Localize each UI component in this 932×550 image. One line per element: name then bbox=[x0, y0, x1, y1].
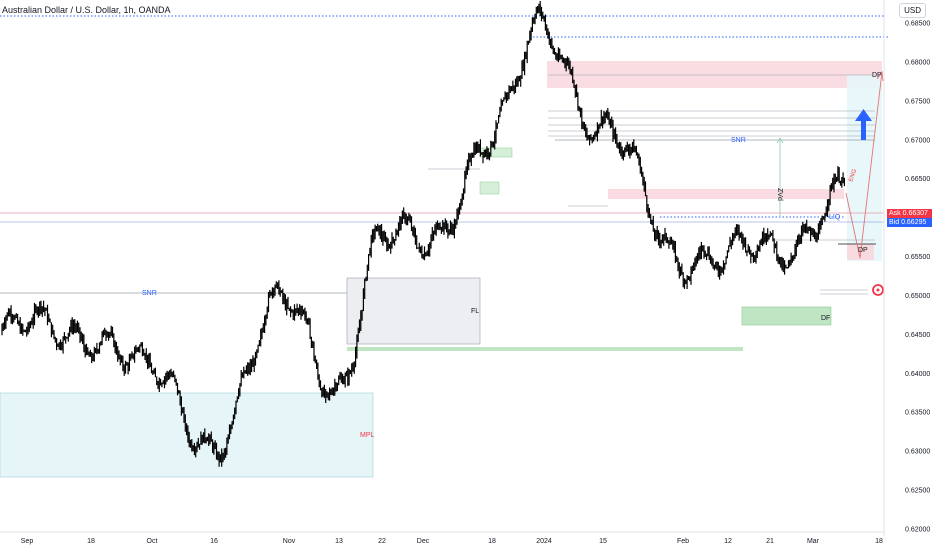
labels-layer: SNR SNR FL MPL DP DP LIQ DF ZVd ENG bbox=[142, 72, 882, 439]
y-tick-label: 0.62000 bbox=[905, 527, 930, 534]
y-tick-label: 0.65000 bbox=[905, 293, 930, 300]
projection-zone bbox=[847, 75, 882, 261]
fl-label: FL bbox=[471, 308, 479, 315]
y-tick-label: 0.64500 bbox=[905, 332, 930, 339]
eng-label: ENG bbox=[848, 168, 858, 183]
x-tick-label: Dec bbox=[417, 538, 430, 545]
x-tick-label: 22 bbox=[378, 538, 386, 545]
chart-title: Australian Dollar / U.S. Dollar, 1h, OAN… bbox=[2, 5, 171, 15]
liq-label: LIQ bbox=[829, 214, 841, 221]
mpl-label: MPL bbox=[360, 432, 375, 439]
price-series-layer bbox=[1, 1, 845, 467]
ask-label: Ask bbox=[889, 210, 901, 217]
x-tick-label: 12 bbox=[724, 538, 732, 545]
x-tick-label: 18 bbox=[875, 538, 883, 545]
demand-line-zone bbox=[347, 347, 743, 351]
y-axis: 0.685000.680000.675000.670000.665000.660… bbox=[883, 0, 930, 536]
x-tick-label: Oct bbox=[147, 538, 158, 545]
df-label: DF bbox=[821, 315, 830, 322]
y-tick-label: 0.64000 bbox=[905, 371, 930, 378]
small-demand-zone-2 bbox=[479, 181, 500, 195]
projection-arrowhead bbox=[876, 70, 884, 82]
bid-price-tag: Bid 0.66295 bbox=[887, 218, 932, 227]
dp-bottom-label: DP bbox=[858, 247, 868, 254]
upper-supply-zone bbox=[547, 61, 882, 88]
x-axis: Sep 18 Oct 16 Nov 13 22 Dec 18 2024 15 Feb 12 21 Mar 18 bbox=[0, 531, 884, 545]
candles-line bbox=[1, 1, 845, 467]
x-tick-label: Mar bbox=[807, 538, 820, 545]
x-tick-label: 2024 bbox=[536, 538, 552, 545]
y-tick-label: 0.67000 bbox=[905, 137, 930, 144]
y-tick-label: 0.68000 bbox=[905, 59, 930, 66]
ask-price-tag: Ask 0.66307 bbox=[887, 209, 932, 218]
x-tick-label: Feb bbox=[677, 538, 689, 545]
x-tick-label: 15 bbox=[599, 538, 607, 545]
x-tick-label: 21 bbox=[766, 538, 774, 545]
x-tick-label: 13 bbox=[335, 538, 343, 545]
y-tick-label: 0.63000 bbox=[905, 449, 930, 456]
ipa-label: ZVd bbox=[776, 188, 783, 201]
projection-path bbox=[845, 71, 883, 259]
y-tick-label: 0.68500 bbox=[905, 21, 930, 28]
x-tick-label: Nov bbox=[283, 538, 296, 545]
y-tick-label: 0.67500 bbox=[905, 98, 930, 105]
x-tick-label: Sep bbox=[21, 538, 34, 545]
y-tick-label: 0.65500 bbox=[905, 254, 930, 261]
fl-zone bbox=[346, 277, 481, 345]
y-tick-label: 0.63500 bbox=[905, 410, 930, 417]
alert-marker bbox=[872, 284, 884, 296]
levels-layer bbox=[0, 15, 890, 296]
mid-supply-zone bbox=[608, 189, 844, 199]
dp-top-label: DP bbox=[872, 72, 882, 79]
y-tick-label: 0.66500 bbox=[905, 176, 930, 183]
y-tick-label: 0.62500 bbox=[905, 488, 930, 495]
ask-value: 0.66307 bbox=[902, 210, 928, 217]
snr-right-label: SNR bbox=[731, 137, 746, 144]
x-tick-label: 18 bbox=[87, 538, 95, 545]
demand-zone bbox=[741, 306, 832, 326]
ipa-arrowhead bbox=[776, 137, 784, 144]
blue-arrow-shaft bbox=[861, 118, 866, 140]
x-tick-label: 18 bbox=[488, 538, 496, 545]
alert-marker-dot bbox=[876, 288, 880, 292]
bid-label: Bid bbox=[889, 219, 900, 226]
bid-value: 0.66295 bbox=[901, 219, 927, 226]
currency-badge[interactable]: USD bbox=[899, 3, 926, 18]
blue-arrow-head bbox=[855, 109, 872, 121]
x-tick-label: 16 bbox=[210, 538, 218, 545]
zones-layer bbox=[0, 61, 882, 478]
snr-left-label: SNR bbox=[142, 290, 157, 297]
